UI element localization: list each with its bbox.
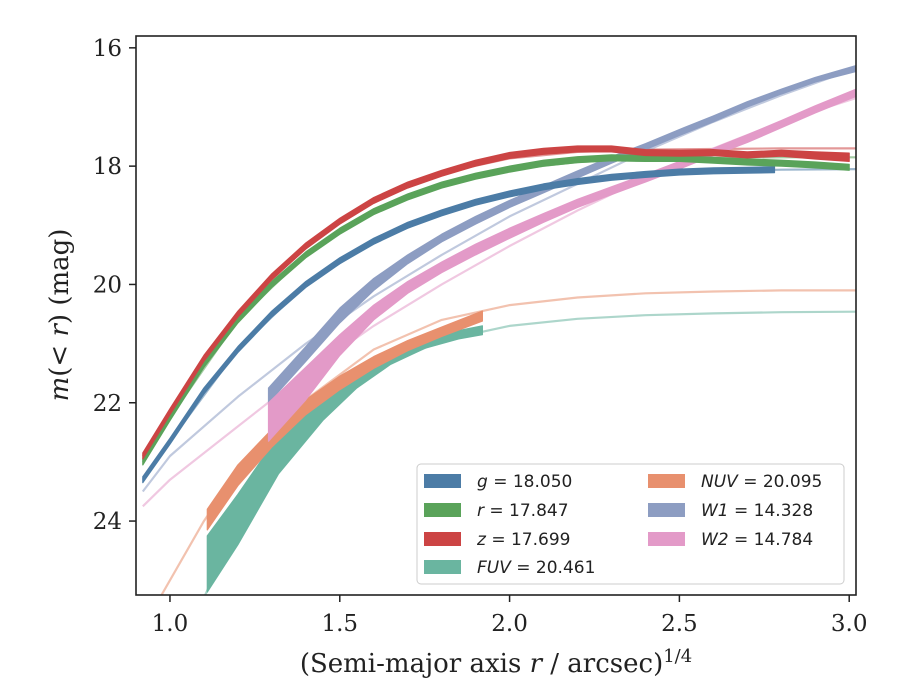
- legend: g = 18.050 r = 17.847 z = 17.699 FUV = 20.4…: [416, 463, 845, 585]
- x-tick-label: 2.5: [661, 611, 698, 637]
- legend-swatch-z: [424, 532, 461, 546]
- y-tick-label: 24: [93, 509, 122, 535]
- data-band-z: [142, 145, 850, 460]
- legend-label-g: g = 18.050: [477, 472, 572, 492]
- legend-swatch-r: [424, 503, 461, 517]
- legend-swatch-fuv: [424, 560, 461, 574]
- y-tick-label: 18: [93, 154, 122, 180]
- legend-swatch-w1: [648, 503, 685, 517]
- legend-label-nuv: NUV = 20.095: [701, 472, 822, 492]
- legend-box: [416, 463, 845, 585]
- y-tick-label: 16: [93, 36, 122, 62]
- x-tick-label: 2.0: [491, 611, 528, 637]
- x-tick-label: 1.5: [321, 611, 358, 637]
- y-tick-label: 22: [93, 391, 122, 417]
- legend-swatch-g: [424, 474, 461, 488]
- legend-swatch-w2: [648, 532, 685, 546]
- model-curve-g: [141, 168, 856, 481]
- plot-frame: [135, 35, 857, 596]
- data-band-w2: [267, 88, 856, 442]
- legend-label-fuv: FUV = 20.461: [477, 558, 595, 578]
- legend-label-z: z = 17.699: [476, 530, 570, 550]
- legend-label-r: r = 17.847: [477, 501, 569, 521]
- data-band-g: [142, 166, 776, 484]
- y-tick-label: 20: [93, 272, 122, 298]
- legend-label-w2: W2 = 14.784: [701, 530, 813, 550]
- model-curve-w1: [141, 67, 856, 493]
- legend-swatch-nuv: [648, 474, 685, 488]
- legend-label-w1: W1 = 14.328: [701, 501, 813, 521]
- x-tick-label: 3.0: [831, 611, 868, 637]
- data-band-r: [142, 154, 850, 466]
- data-bands: [142, 64, 856, 593]
- x-axis-ticks: 1.0 1.5 2.0 2.5 3.0: [152, 595, 868, 637]
- y-axis-label: m(< r) (mag): [45, 229, 75, 402]
- y-axis-ticks: 16 18 20 22 24: [93, 36, 136, 535]
- x-axis-label: (Semi-major axis r / arcsec)1/4: [300, 646, 692, 679]
- x-tick-label: 1.0: [152, 611, 189, 637]
- data-band-w1: [267, 64, 856, 404]
